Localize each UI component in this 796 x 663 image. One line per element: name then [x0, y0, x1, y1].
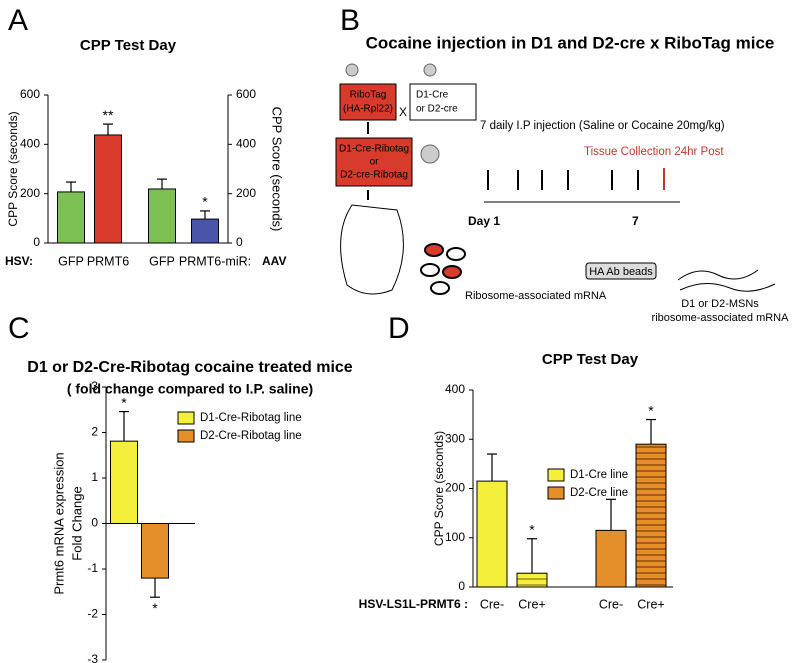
y-tick-label: -3: [87, 652, 98, 663]
y-tick-label: 100: [445, 530, 465, 544]
significance: *: [202, 194, 208, 210]
chart-title: CPP Test Day: [80, 37, 177, 54]
bar: [110, 440, 138, 524]
box-label: or D2-cre: [416, 104, 458, 115]
brain-slice: [340, 204, 404, 295]
box-label: or: [370, 157, 380, 168]
x-tick-label: GFP: [58, 254, 84, 268]
y-tick-label: 600: [236, 87, 256, 101]
significance: *: [152, 600, 158, 616]
y-tick-label: 0: [91, 516, 98, 530]
mouse-icon: [423, 63, 437, 77]
bar: [141, 523, 169, 579]
y-axis-label: Prmt6 mRNA expression: [51, 452, 66, 594]
injection-arrows: [487, 170, 639, 190]
y-axis-label: CPP Score (seconds): [6, 111, 20, 226]
ribotag-box: [339, 83, 397, 121]
row-label: HSV:: [5, 254, 33, 268]
panel-letter: A: [8, 4, 28, 37]
collection-label: Tissue Collection 24hr Post: [584, 146, 724, 158]
significance: **: [103, 107, 114, 123]
y-tick-label: 200: [20, 186, 40, 200]
chart-title: CPP Test Day: [542, 351, 639, 368]
diagram-title: Cocaine injection in D1 and D2-cre x Rib…: [366, 33, 775, 52]
result-box: [335, 137, 413, 187]
x-tick-label: PRMT6-miR:: [179, 254, 251, 268]
y-tick-label: -1: [87, 561, 98, 575]
box-label: D1-Cre-Ribotag: [339, 144, 409, 155]
output-label: ribosome-associated mRNA: [652, 312, 790, 324]
significance: *: [121, 394, 127, 410]
bar: [476, 480, 508, 588]
bar: [516, 572, 548, 588]
legend-swatch: [177, 429, 195, 443]
legend-label: D2-Cre-Ribotag line: [200, 430, 302, 442]
y2-axis-label: CPP Score (seconds): [270, 107, 285, 232]
panel-letter: D: [388, 312, 410, 345]
legend-label: D1-Cre line: [570, 469, 628, 481]
box-label: D1-Cre: [416, 90, 449, 101]
row-label: AAV: [262, 254, 286, 268]
x-tick-label: Cre+: [518, 597, 545, 611]
cre-box: [409, 83, 477, 121]
box-label: RiboTag: [350, 90, 387, 101]
legend-swatch: [547, 486, 565, 500]
legend-swatch: [547, 468, 565, 482]
output-label: D1 or D2-MSNs: [681, 298, 759, 310]
panel-letter: C: [8, 312, 30, 345]
y-tick-label: 300: [445, 431, 465, 445]
cells: [420, 243, 466, 295]
injection-label: 7 daily I.P injection (Saline or Cocaine…: [480, 120, 725, 132]
mouse-icon: [420, 144, 440, 164]
bar: [191, 218, 219, 244]
y-tick-label: -2: [87, 607, 98, 621]
legend-label: D1-Cre-Ribotag line: [200, 412, 302, 424]
y-tick-label: 1: [91, 470, 98, 484]
beads-box: [585, 262, 657, 280]
panel-letter: B: [340, 4, 360, 37]
cross: X: [399, 105, 407, 119]
x-tick-label: GFP: [149, 254, 175, 268]
bar: [148, 188, 176, 244]
x-tick-label: PRMT6: [87, 254, 129, 268]
day-label: Day 1: [468, 214, 500, 228]
legend-swatch: [177, 411, 195, 425]
x-tick-label: Cre-: [480, 597, 504, 611]
significance: *: [648, 402, 654, 418]
mrna: [677, 269, 776, 292]
y-tick-label: 200: [236, 186, 256, 200]
y-tick-label: 200: [445, 481, 465, 495]
y-tick-label: 600: [20, 87, 40, 101]
chart-title: D1 or D2-Cre-Ribotag cocaine treated mic…: [27, 359, 353, 376]
x-tick-label: Cre-: [599, 597, 623, 611]
row-label: HSV-LS1L-PRMT6 :: [359, 597, 468, 611]
bar: [94, 134, 122, 244]
significance: *: [529, 521, 535, 537]
mouse-icon: [345, 63, 359, 77]
y-tick-label: 0: [236, 235, 243, 249]
chart-subtitle: ( fold change compared to I.P. saline): [67, 381, 313, 397]
ribosome-label: Ribosome-associated mRNA: [465, 290, 607, 302]
beads-label: HA Ab beads: [589, 266, 653, 278]
y-tick-label: 400: [236, 137, 256, 151]
day-label: 7: [632, 214, 639, 228]
y-axis-label: Fold Change: [69, 486, 84, 560]
bar: [57, 191, 85, 244]
diagram: Cocaine injection in D1 and D2-cre x Rib…: [335, 33, 790, 324]
bar: [595, 529, 627, 588]
y-tick-label: 3: [91, 379, 98, 393]
y-tick-label: 0: [458, 579, 465, 593]
box-label: (HA-Rpl22): [343, 104, 393, 115]
bar: [635, 443, 667, 588]
legend-label: D2-Cre line: [570, 487, 628, 499]
x-tick-label: Cre+: [637, 597, 664, 611]
y-tick-label: 0: [33, 235, 40, 249]
y-tick-label: 400: [20, 137, 40, 151]
y-tick-label: 2: [91, 425, 98, 439]
box-label: D2-cre-Ribotag: [340, 170, 408, 181]
y-tick-label: 400: [445, 382, 465, 396]
y-axis-label: CPP Score (seconds): [432, 431, 446, 546]
